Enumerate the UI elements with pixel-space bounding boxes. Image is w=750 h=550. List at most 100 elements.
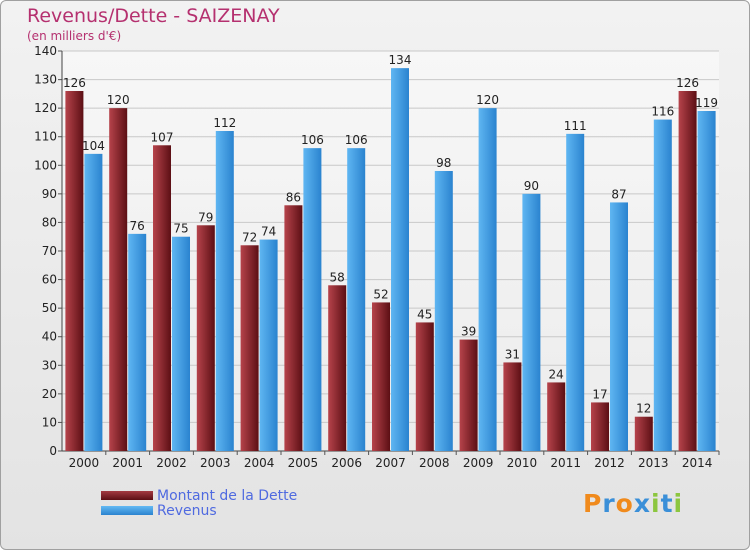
bar-revenus bbox=[697, 111, 716, 451]
data-label-revenus: 106 bbox=[301, 133, 324, 147]
legend-item-debt: Montant de la Dette bbox=[101, 487, 298, 504]
data-label-revenus: 112 bbox=[213, 116, 236, 130]
bar-dette bbox=[591, 402, 609, 451]
bar-dette bbox=[678, 91, 697, 451]
bar-dette bbox=[240, 245, 259, 451]
chart-subtitle: (en milliers d'€) bbox=[27, 29, 122, 43]
x-tick-label: 2002 bbox=[156, 456, 187, 470]
data-label-revenus: 116 bbox=[651, 105, 674, 119]
data-label-dette: 17 bbox=[592, 387, 607, 401]
y-tick-label: 50 bbox=[42, 301, 57, 315]
x-tick-label: 2009 bbox=[463, 456, 494, 470]
legend-item-revenus: Revenus bbox=[101, 502, 297, 519]
data-label-dette: 24 bbox=[549, 367, 564, 381]
legend-label-revenus: Revenus bbox=[157, 502, 217, 519]
y-tick-label: 80 bbox=[42, 215, 57, 229]
data-label-dette: 12 bbox=[636, 402, 651, 416]
data-label-revenus: 120 bbox=[476, 93, 499, 107]
logo-letter: t bbox=[660, 489, 674, 518]
bar-dette bbox=[65, 91, 84, 451]
data-label-dette: 126 bbox=[676, 76, 699, 90]
x-tick-label: 2011 bbox=[550, 456, 581, 470]
bar-revenus bbox=[434, 171, 453, 451]
bar-dette bbox=[459, 339, 478, 451]
y-tick-label: 20 bbox=[42, 387, 57, 401]
data-label-dette: 107 bbox=[151, 130, 174, 144]
proxiti-logo: Proxiti bbox=[583, 489, 683, 518]
chart-title: Revenus/Dette - SAIZENAY bbox=[27, 5, 280, 27]
logo-letter: i bbox=[673, 489, 684, 518]
bar-dette bbox=[634, 416, 653, 451]
y-tick-label: 110 bbox=[34, 130, 57, 144]
x-tick-label: 2007 bbox=[375, 456, 406, 470]
bar-revenus bbox=[259, 239, 278, 451]
data-label-revenus: 74 bbox=[261, 225, 276, 239]
legend-swatch-debt bbox=[101, 491, 153, 500]
legend: Montant de la Dette Revenus bbox=[101, 487, 298, 519]
bar-revenus bbox=[84, 153, 103, 451]
logo-letter: P bbox=[583, 489, 603, 518]
data-label-revenus: 75 bbox=[173, 222, 188, 236]
data-label-revenus: 119 bbox=[695, 96, 718, 110]
data-label-dette: 45 bbox=[417, 307, 432, 321]
data-label-dette: 39 bbox=[461, 325, 476, 339]
bar-revenus bbox=[128, 233, 147, 451]
data-label-revenus: 98 bbox=[436, 156, 451, 170]
x-tick-label: 2014 bbox=[682, 456, 713, 470]
y-tick-label: 120 bbox=[34, 101, 57, 115]
data-label-revenus: 90 bbox=[524, 179, 539, 193]
x-tick-label: 2013 bbox=[638, 456, 669, 470]
data-label-revenus: 106 bbox=[345, 133, 368, 147]
logo-letter: x bbox=[633, 489, 651, 518]
x-tick-label: 2000 bbox=[69, 456, 100, 470]
x-tick-label: 2005 bbox=[288, 456, 319, 470]
y-tick-label: 30 bbox=[42, 358, 57, 372]
bar-dette bbox=[503, 362, 522, 451]
data-label-dette: 72 bbox=[242, 230, 257, 244]
y-tick-label: 0 bbox=[49, 444, 57, 458]
y-tick-label: 10 bbox=[42, 415, 57, 429]
data-label-revenus: 87 bbox=[611, 187, 626, 201]
logo-letter: o bbox=[615, 489, 634, 518]
data-label-dette: 52 bbox=[373, 287, 388, 301]
bar-revenus bbox=[478, 108, 497, 452]
y-tick-label: 60 bbox=[42, 273, 57, 287]
legend-label-debt: Montant de la Dette bbox=[157, 487, 298, 504]
bar-revenus bbox=[215, 131, 234, 451]
bar-dette bbox=[153, 145, 171, 452]
data-label-revenus: 134 bbox=[389, 53, 412, 67]
bar-revenus bbox=[566, 133, 585, 451]
logo-letter: i bbox=[651, 489, 661, 518]
bar-revenus bbox=[653, 119, 672, 452]
data-label-dette: 58 bbox=[330, 270, 345, 284]
y-tick-label: 70 bbox=[42, 244, 57, 258]
data-label-revenus: 104 bbox=[82, 139, 105, 153]
data-label-dette: 86 bbox=[286, 190, 301, 204]
x-tick-label: 2008 bbox=[419, 456, 450, 470]
bar-dette bbox=[372, 302, 390, 451]
bar-dette bbox=[284, 205, 303, 451]
y-tick-label: 100 bbox=[34, 158, 57, 172]
data-label-dette: 126 bbox=[63, 76, 86, 90]
bar-dette bbox=[328, 285, 347, 451]
data-label-revenus: 111 bbox=[564, 119, 587, 133]
x-tick-label: 2006 bbox=[331, 456, 362, 470]
bar-revenus bbox=[172, 236, 190, 451]
x-tick-label: 2012 bbox=[594, 456, 625, 470]
bar-revenus bbox=[303, 148, 322, 451]
x-tick-label: 2010 bbox=[507, 456, 538, 470]
y-tick-label: 90 bbox=[42, 187, 57, 201]
bar-revenus bbox=[610, 202, 628, 451]
y-tick-label: 130 bbox=[34, 73, 57, 87]
x-tick-label: 2001 bbox=[112, 456, 143, 470]
bar-dette bbox=[415, 322, 434, 451]
bar-revenus bbox=[347, 148, 366, 451]
y-tick-label: 140 bbox=[34, 44, 57, 58]
data-label-dette: 120 bbox=[107, 93, 130, 107]
bar-dette bbox=[547, 382, 566, 451]
x-tick-label: 2003 bbox=[200, 456, 231, 470]
logo-letter: r bbox=[602, 489, 616, 518]
bar-revenus bbox=[391, 68, 409, 452]
